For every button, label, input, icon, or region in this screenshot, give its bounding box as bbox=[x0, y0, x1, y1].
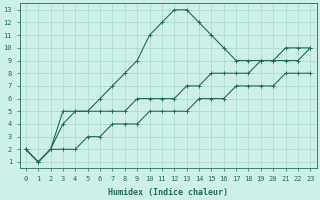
X-axis label: Humidex (Indice chaleur): Humidex (Indice chaleur) bbox=[108, 188, 228, 197]
